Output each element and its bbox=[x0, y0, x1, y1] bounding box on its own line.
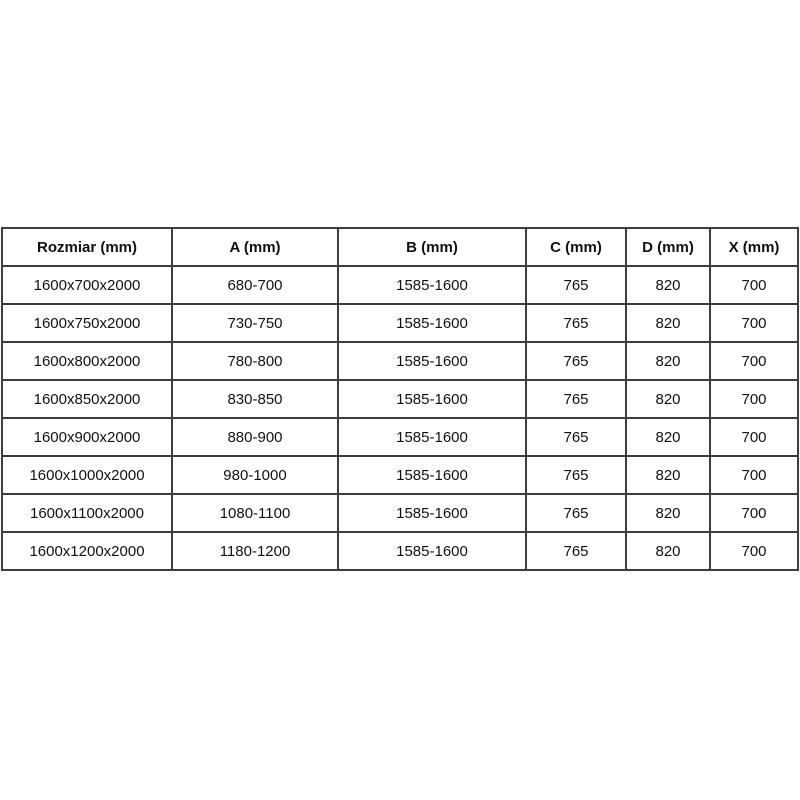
table-cell: 700 bbox=[709, 265, 799, 305]
table-cell: 1585-1600 bbox=[337, 417, 527, 457]
size-table-container: Rozmiar (mm) A (mm) B (mm) C (mm) D (mm)… bbox=[1, 227, 799, 571]
table-cell: 700 bbox=[709, 531, 799, 571]
table-cell: 700 bbox=[709, 455, 799, 495]
table-cell: 980-1000 bbox=[171, 455, 339, 495]
table-cell: 880-900 bbox=[171, 417, 339, 457]
column-header-rozmiar: Rozmiar (mm) bbox=[1, 227, 173, 267]
table-cell: 700 bbox=[709, 341, 799, 381]
table-cell: 765 bbox=[525, 265, 627, 305]
table-cell: 1600x850x2000 bbox=[1, 379, 173, 419]
table-cell: 820 bbox=[625, 379, 711, 419]
table-row: 1600x700x2000 680-700 1585-1600 765 820 700 bbox=[1, 265, 799, 305]
table-cell: 820 bbox=[625, 265, 711, 305]
table-cell: 765 bbox=[525, 341, 627, 381]
table-cell: 765 bbox=[525, 493, 627, 533]
column-header-a: A (mm) bbox=[171, 227, 339, 267]
table-cell: 1585-1600 bbox=[337, 531, 527, 571]
table-cell: 730-750 bbox=[171, 303, 339, 343]
header-row: Rozmiar (mm) A (mm) B (mm) C (mm) D (mm)… bbox=[1, 227, 799, 267]
table-row: 1600x1000x2000 980-1000 1585-1600 765 820 700 bbox=[1, 455, 799, 495]
table-row: 1600x750x2000 730-750 1585-1600 765 820 700 bbox=[1, 303, 799, 343]
table-row: 1600x850x2000 830-850 1585-1600 765 820 700 bbox=[1, 379, 799, 419]
table-cell: 1585-1600 bbox=[337, 265, 527, 305]
table-row: 1600x900x2000 880-900 1585-1600 765 820 700 bbox=[1, 417, 799, 457]
table-cell: 1600x1000x2000 bbox=[1, 455, 173, 495]
table-row: 1600x1100x2000 1080-1100 1585-1600 765 820 70… bbox=[1, 493, 799, 533]
column-header-c: C (mm) bbox=[525, 227, 627, 267]
table-cell: 820 bbox=[625, 531, 711, 571]
table-cell: 680-700 bbox=[171, 265, 339, 305]
table-cell: 1600x1200x2000 bbox=[1, 531, 173, 571]
table-cell: 1600x750x2000 bbox=[1, 303, 173, 343]
table-cell: 765 bbox=[525, 417, 627, 457]
table-row: 1600x1200x2000 1180-1200 1585-1600 765 820 70… bbox=[1, 531, 799, 571]
table-cell: 1585-1600 bbox=[337, 303, 527, 343]
table-cell: 1080-1100 bbox=[171, 493, 339, 533]
table-cell: 1585-1600 bbox=[337, 379, 527, 419]
table-cell: 1600x800x2000 bbox=[1, 341, 173, 381]
table-cell: 820 bbox=[625, 417, 711, 457]
column-header-d: D (mm) bbox=[625, 227, 711, 267]
table-cell: 1585-1600 bbox=[337, 455, 527, 495]
table-cell: 700 bbox=[709, 303, 799, 343]
table-cell: 1585-1600 bbox=[337, 341, 527, 381]
table-cell: 780-800 bbox=[171, 341, 339, 381]
table-cell: 1180-1200 bbox=[171, 531, 339, 571]
table-cell: 1600x900x2000 bbox=[1, 417, 173, 457]
size-table: Rozmiar (mm) A (mm) B (mm) C (mm) D (mm)… bbox=[1, 227, 799, 571]
table-cell: 700 bbox=[709, 379, 799, 419]
table-cell: 820 bbox=[625, 493, 711, 533]
table-cell: 765 bbox=[525, 303, 627, 343]
table-cell: 700 bbox=[709, 417, 799, 457]
column-header-b: B (mm) bbox=[337, 227, 527, 267]
table-cell: 765 bbox=[525, 379, 627, 419]
table-cell: 700 bbox=[709, 493, 799, 533]
table-cell: 1600x700x2000 bbox=[1, 265, 173, 305]
column-header-x: X (mm) bbox=[709, 227, 799, 267]
table-cell: 765 bbox=[525, 455, 627, 495]
table-row: 1600x800x2000 780-800 1585-1600 765 820 700 bbox=[1, 341, 799, 381]
table-cell: 820 bbox=[625, 303, 711, 343]
table-cell: 765 bbox=[525, 531, 627, 571]
table-cell: 830-850 bbox=[171, 379, 339, 419]
table-cell: 820 bbox=[625, 455, 711, 495]
table-cell: 820 bbox=[625, 341, 711, 381]
table-cell: 1600x1100x2000 bbox=[1, 493, 173, 533]
table-cell: 1585-1600 bbox=[337, 493, 527, 533]
